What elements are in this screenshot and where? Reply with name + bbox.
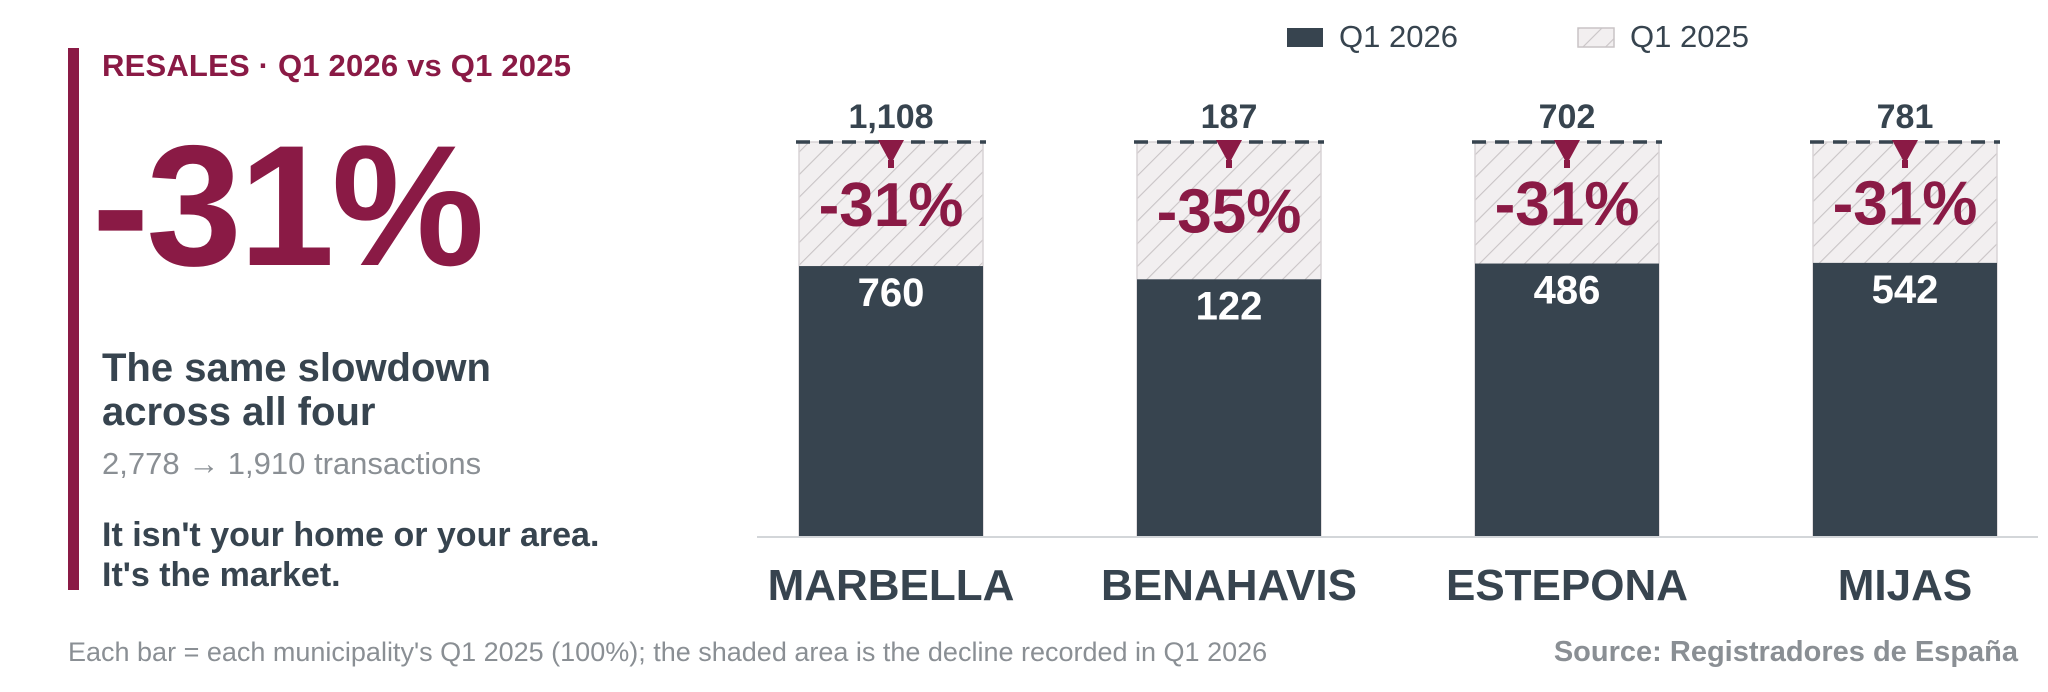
bars-group: 1,108 -31% 760 MARBELLA 187 -35% 122 BENAHAVIS 7… [768,98,2000,610]
change-label: -31% [819,171,964,240]
bar-q1-2026-marbella [799,266,983,537]
category-label: BENAHAVIS [1101,561,1357,610]
chart-legend: Q1 2026 Q1 2025 [1287,19,1749,54]
down-arrow-icon [1554,140,1580,164]
bar-value-label: 542 [1872,268,1939,312]
category-label: MIJAS [1838,561,1972,610]
down-arrow-stem [1564,160,1570,168]
down-arrow-icon [878,140,904,164]
top-value-label: 187 [1201,98,1258,136]
legend-label-q1-2025: Q1 2025 [1630,19,1749,54]
accent-bar [68,48,79,590]
change-label: -31% [1495,170,1640,239]
top-value-label: 1,108 [848,98,933,136]
bar-q1-2026-estepona [1475,263,1659,537]
bar-q1-2026-benahavis [1137,279,1321,537]
bar-group-estepona: 702 -31% 486 ESTEPONA [1446,98,1688,610]
bar-value-label: 486 [1534,269,1601,313]
down-arrow-stem [888,160,894,168]
change-label: -31% [1833,169,1978,238]
top-value-label: 781 [1877,98,1934,136]
eyebrow-title: RESALES · Q1 2026 vs Q1 2025 [102,48,572,83]
headline-text: The same slowdown across all four [102,346,491,434]
top-value-label: 702 [1539,98,1596,136]
down-arrow-stem [1902,160,1908,168]
headline-percentage: -31% [92,110,485,302]
category-label: MARBELLA [768,561,1015,610]
bar-group-mijas: 781 -31% 542 MIJAS [1810,98,2000,610]
bar-value-label: 122 [1196,284,1263,328]
bar-value-label: 760 [858,271,925,315]
category-label: ESTEPONA [1446,561,1688,610]
down-arrow-icon [1892,140,1918,164]
bar-q1-2026-mijas [1813,262,1997,537]
bar-group-marbella: 1,108 -31% 760 MARBELLA [768,98,1015,610]
chart-footnote: Each bar = each municipality's Q1 2025 (… [68,637,1268,667]
legend-label-q1-2026: Q1 2026 [1339,19,1458,54]
transactions-subline: 2,778 → 1,910 transactions [102,446,482,481]
bar-group-benahavis: 187 -35% 122 BENAHAVIS [1101,98,1357,610]
change-label: -35% [1157,178,1302,247]
down-arrow-stem [1226,160,1232,168]
source-credit: Source: Registradores de España [1553,636,2018,668]
takeaway-text: It isn't your home or your area. It's th… [102,516,600,594]
legend-swatch-q1-2025 [1577,27,1615,48]
legend-swatch-q1-2026 [1287,28,1323,47]
down-arrow-icon [1216,140,1242,164]
